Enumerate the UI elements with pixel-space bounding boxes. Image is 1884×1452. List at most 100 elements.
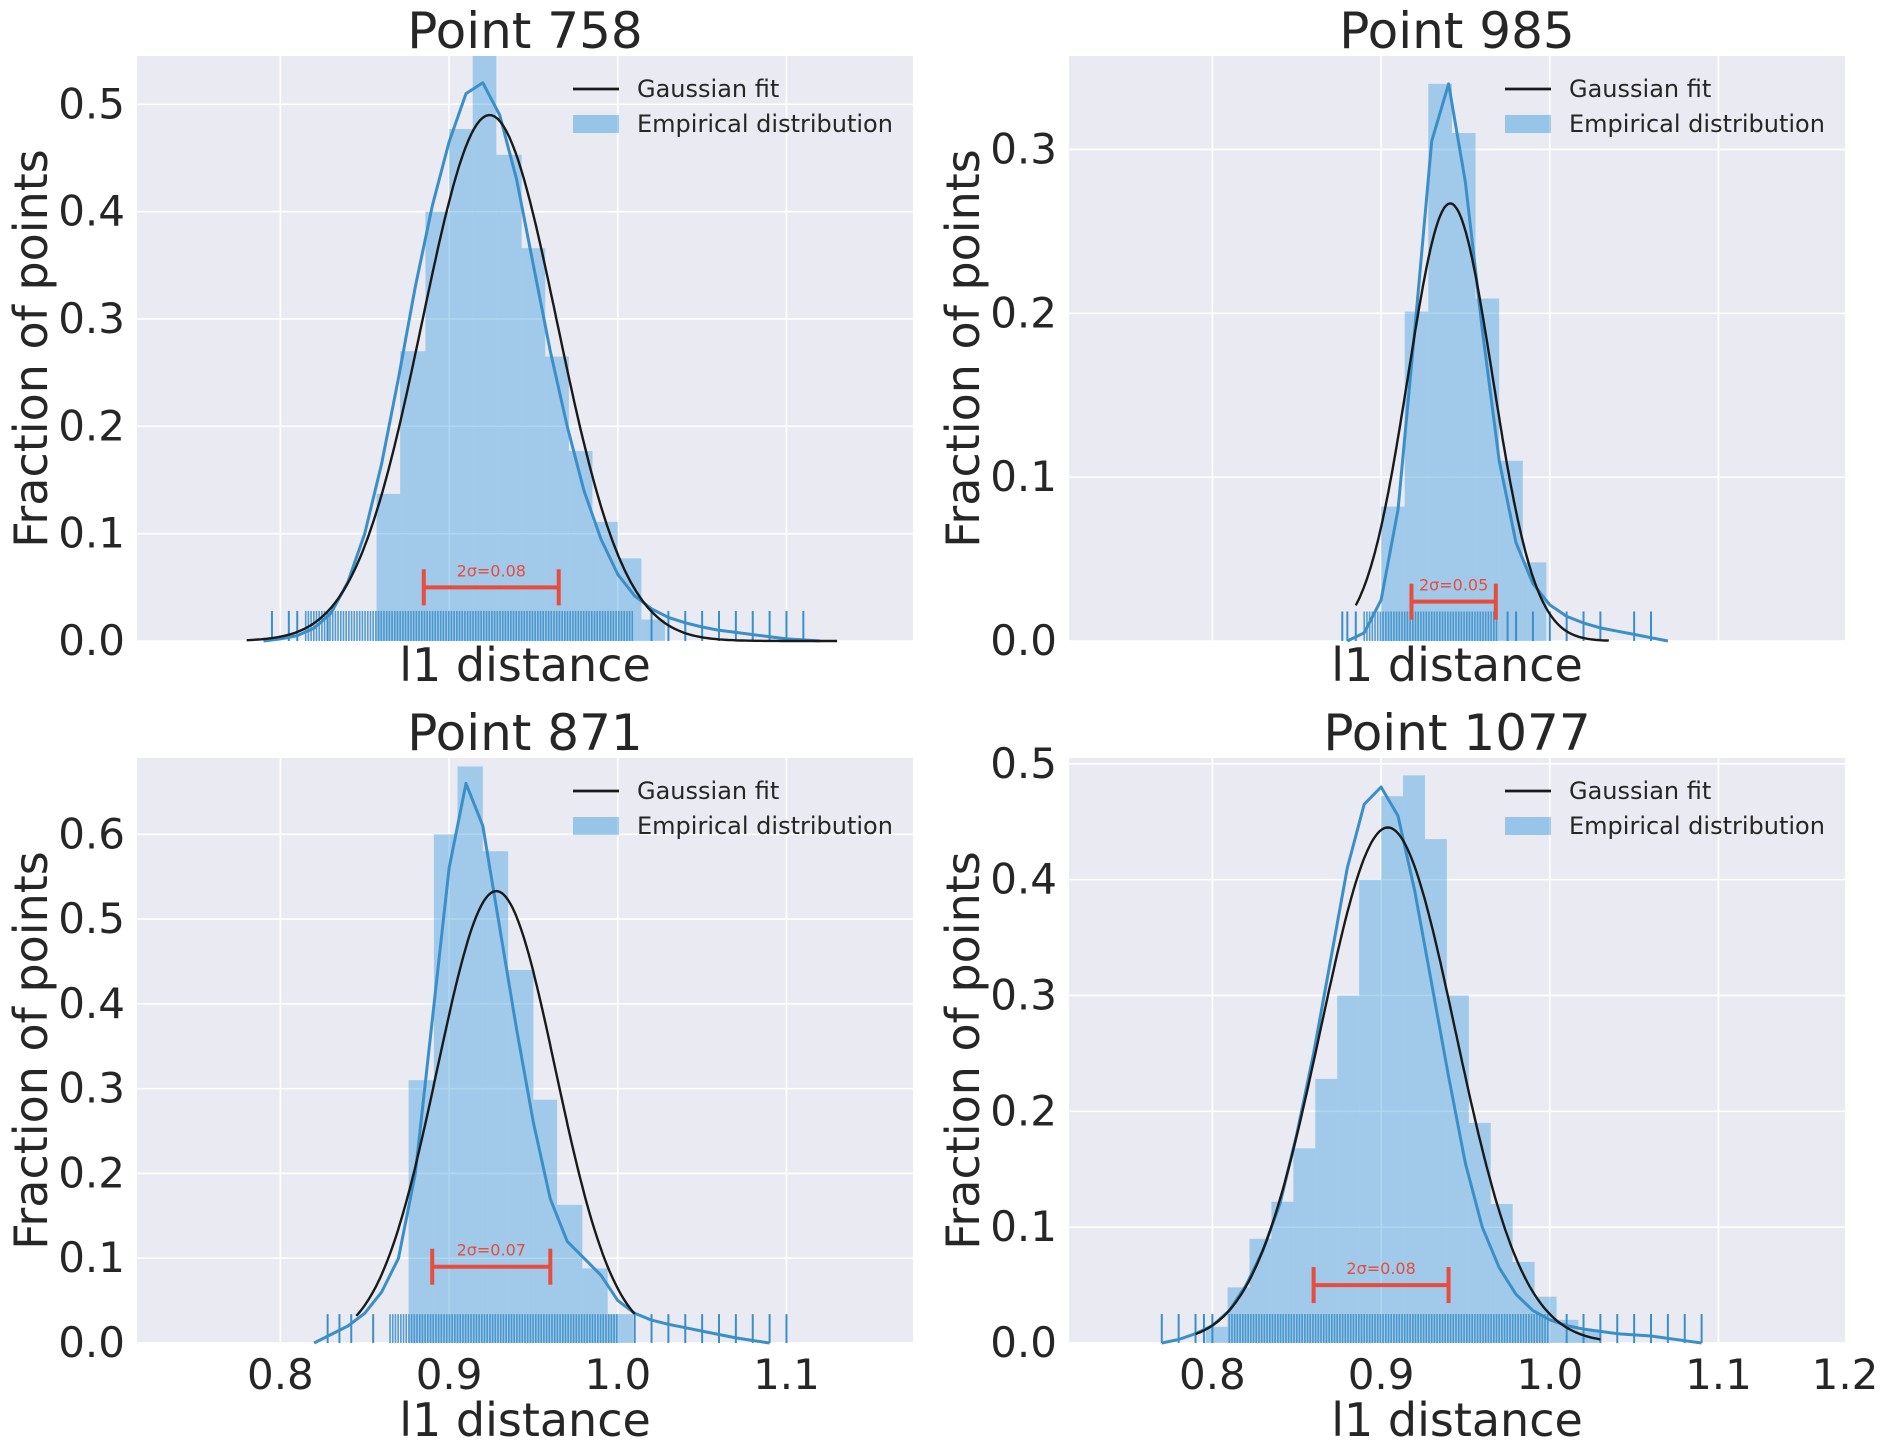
x-tick-label: 1.0 — [1516, 1350, 1583, 1399]
histogram-bar — [1446, 995, 1469, 1343]
x-tick-label: 1.2 — [1812, 1350, 1879, 1399]
chart-title: Point 1077 — [1323, 704, 1590, 762]
legend: Gaussian fit Empirical distribution — [573, 75, 893, 138]
legend-label-gaussian: Gaussian fit — [1569, 75, 1711, 103]
y-tick-label: 0.5 — [58, 894, 125, 943]
y-tick-label: 0.0 — [990, 1318, 1057, 1367]
legend-empirical-swatch — [573, 115, 619, 133]
histogram-bar — [1522, 562, 1547, 641]
legend: Gaussian fit Empirical distribution — [1505, 75, 1825, 138]
x-tick-label: 0.9 — [416, 1350, 483, 1399]
histogram-bar — [457, 766, 483, 1343]
histogram-bar — [1227, 1287, 1250, 1343]
x-tick-label: 0.8 — [247, 1350, 314, 1399]
y-tick-label: 0.0 — [58, 616, 125, 665]
y-tick-label: 0.3 — [990, 970, 1057, 1019]
x-axis-label: l1 distance — [1331, 1393, 1583, 1447]
x-tick-label: 1.1 — [753, 1350, 820, 1399]
legend-empirical-swatch — [1505, 115, 1551, 133]
y-tick-label: 0.1 — [58, 509, 125, 558]
histogram-bar — [482, 851, 509, 1343]
y-tick-label: 0.4 — [58, 979, 125, 1028]
histogram-bar — [425, 211, 450, 641]
y-tick-label: 0.5 — [58, 79, 125, 128]
chart-panel-2: 2σ=0.05 Point 985 0.0 0.1 0.2 0.3 l1 distance F… — [936, 2, 1845, 692]
legend-label-gaussian: Gaussian fit — [637, 777, 779, 805]
kde-line — [313, 781, 770, 1345]
legend-label-gaussian: Gaussian fit — [1569, 777, 1711, 805]
histogram-bar — [449, 128, 473, 641]
gaussian-fit-line — [355, 889, 636, 1317]
chart-title: Point 758 — [407, 2, 642, 60]
histogram-bar — [1468, 1122, 1491, 1343]
y-tick-label: 0.2 — [990, 1086, 1057, 1135]
y-tick-label: 0.2 — [58, 401, 125, 450]
legend-label-empirical: Empirical distribution — [637, 110, 893, 138]
y-tick-label: 0.2 — [58, 1148, 125, 1197]
x-axis-label: l1 distance — [1331, 638, 1583, 692]
y-tick-label: 0.5 — [990, 739, 1057, 788]
histogram-bar — [1337, 995, 1360, 1343]
y-tick-label: 0.1 — [58, 1233, 125, 1282]
y-axis-label: Fraction of points — [4, 851, 58, 1249]
y-tick-label: 0.1 — [990, 1202, 1057, 1251]
y-tick-label: 0.3 — [990, 124, 1057, 173]
y-tick-label: 0.0 — [58, 1318, 125, 1367]
y-tick-label: 0.6 — [58, 809, 125, 858]
plot-area — [137, 758, 913, 1343]
sigma-bracket: 2σ=0.08 — [421, 561, 561, 606]
y-tick-label: 0.1 — [990, 452, 1057, 501]
sigma-bracket-label: 2σ=0.05 — [1419, 576, 1488, 595]
histogram-bar — [1381, 506, 1405, 641]
y-axis-label: Fraction of points — [4, 149, 58, 547]
legend-label-empirical: Empirical distribution — [1569, 110, 1825, 138]
chart-title: Point 871 — [407, 704, 642, 762]
chart-panel-4: 2σ=0.08 Point 1077 0.0 0.1 0.2 0.3 0.4 0.5 0.8 0.… — [936, 704, 1878, 1447]
kde-line — [1346, 82, 1669, 643]
y-tick-label: 0.0 — [990, 616, 1057, 665]
y-tick-label: 0.4 — [990, 855, 1057, 904]
sigma-bracket: 2σ=0.07 — [430, 1241, 553, 1285]
x-axis-label: l1 distance — [399, 638, 651, 692]
sigma-bracket-label: 2σ=0.07 — [457, 1241, 526, 1260]
gaussian-fit-line — [246, 113, 838, 643]
plot-area — [1069, 56, 1845, 641]
kde-line — [263, 81, 821, 643]
chart-panel-3: 2σ=0.07 Point 871 0.0 0.1 0.2 0.3 0.4 0.5 0.6 0.8… — [4, 704, 913, 1447]
rug-plot — [1341, 611, 1652, 641]
histogram-bar — [521, 248, 546, 641]
x-axis-label: l1 distance — [399, 1393, 651, 1447]
histogram-bar — [1451, 133, 1476, 642]
histogram-bar — [472, 56, 497, 641]
x-tick-label: 0.9 — [1348, 1350, 1415, 1399]
x-tick-label: 1.1 — [1685, 1350, 1752, 1399]
sigma-bracket-label: 2σ=0.08 — [457, 561, 526, 580]
histogram-bar — [400, 351, 426, 641]
legend: Gaussian fit Empirical distribution — [573, 777, 893, 840]
histogram-bar — [1381, 796, 1404, 1343]
histogram-bar — [545, 356, 569, 641]
histogram-bar — [1205, 1326, 1228, 1343]
legend-label-empirical: Empirical distribution — [1569, 812, 1825, 840]
histogram-bar — [1271, 1201, 1294, 1343]
legend-empirical-swatch — [573, 817, 619, 835]
histogram-bar — [1499, 460, 1523, 641]
chart-title: Point 985 — [1339, 2, 1574, 60]
histogram-bar — [376, 493, 401, 641]
y-tick-label: 0.3 — [58, 1064, 125, 1113]
x-tick-label: 0.8 — [1179, 1350, 1246, 1399]
histogram-bar — [1403, 775, 1425, 1343]
histogram-bar — [641, 619, 666, 641]
plot-area — [137, 56, 913, 641]
sigma-bracket-label: 2σ=0.08 — [1346, 1259, 1415, 1278]
gaussian-fit-line — [1195, 826, 1601, 1341]
legend-label-gaussian: Gaussian fit — [637, 75, 779, 103]
y-tick-label: 0.2 — [990, 288, 1057, 337]
y-tick-label: 0.4 — [58, 187, 125, 236]
histogram-bar — [1428, 83, 1452, 642]
histogram-bar — [1315, 1078, 1338, 1343]
sigma-bracket: 2σ=0.05 — [1409, 576, 1498, 620]
y-axis-label: Fraction of points — [936, 851, 990, 1249]
plot-area — [1069, 758, 1845, 1343]
